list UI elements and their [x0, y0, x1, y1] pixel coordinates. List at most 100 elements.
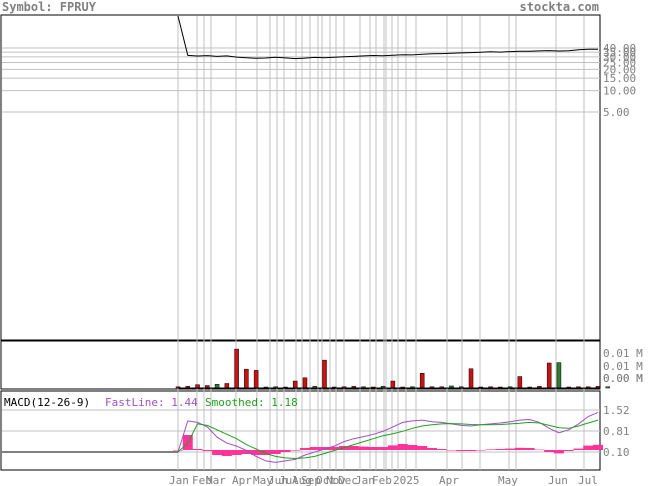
- x-tick-label: Jan: [355, 474, 375, 486]
- macd-histogram-bar: [475, 450, 486, 451]
- x-tick-label: Aug: [292, 474, 312, 486]
- macd-tick-label: 1.52: [603, 404, 630, 417]
- volume-bar: [234, 348, 239, 389]
- macd-histogram-bar: [583, 445, 594, 450]
- price-tick-label: 20.00: [603, 63, 636, 76]
- vertical-grid: [177, 16, 585, 470]
- price-layer: [177, 15, 599, 60]
- macd-histogram-bar: [387, 445, 398, 450]
- x-tick-label: May: [498, 474, 518, 486]
- macd-tick-label: 0.81: [603, 425, 630, 438]
- macd-histogram-bar: [407, 445, 418, 450]
- macd-histogram-bar: [260, 450, 271, 455]
- x-tick-label: Jun: [548, 474, 568, 486]
- volume-tick-label: 0.01 M: [603, 360, 643, 373]
- macd-fast-line: [177, 411, 599, 463]
- macd-histogram-bar: [202, 450, 213, 451]
- volume-tick-label: 0.00 M: [603, 372, 643, 385]
- x-tick-label: Apr: [439, 474, 459, 486]
- macd-histogram-bar: [309, 447, 320, 450]
- macd-histogram-bar: [358, 446, 369, 450]
- price-tick-label: 5.00: [603, 106, 630, 119]
- volume-bar: [292, 380, 298, 389]
- volume-bar: [214, 384, 220, 389]
- macd-histogram-bar: [534, 449, 545, 451]
- macd-name: MACD(12-26-9): [4, 396, 90, 409]
- volume-bar: [322, 359, 327, 389]
- volume-tick-label: 0.01 M: [603, 347, 643, 360]
- x-tick-label: Jun: [268, 474, 288, 486]
- macd-histogram-bar: [212, 450, 223, 455]
- x-tick-label: 2025: [393, 474, 420, 486]
- macd-histogram-bar: [251, 450, 262, 455]
- macd-histogram-bar: [553, 450, 564, 454]
- x-tick-label: May: [253, 474, 273, 486]
- macd-histogram-bar: [524, 448, 535, 450]
- macd-histogram-bar: [329, 447, 340, 450]
- x-tick-label: Dec: [338, 474, 358, 486]
- macd-histogram-bar: [417, 446, 428, 450]
- volume-bar: [556, 362, 562, 389]
- volume-bar: [224, 383, 230, 389]
- price-tick-label: 25.00: [603, 56, 636, 69]
- volume-bar: [468, 368, 474, 389]
- macd-layer: [2, 411, 603, 463]
- volume-bar: [302, 377, 308, 389]
- macd-histogram-bar: [348, 446, 359, 450]
- macd-histogram-bar: [173, 450, 183, 451]
- macd-histogram-bar: [456, 450, 467, 451]
- volume-bar: [517, 376, 523, 389]
- volume-layer: [175, 348, 611, 389]
- volume-bar: [419, 373, 425, 389]
- volume-bar: [253, 370, 259, 389]
- macd-histogram-bar: [378, 447, 389, 450]
- macd-histogram-bar: [446, 450, 457, 451]
- macd-histogram-bar: [231, 450, 242, 455]
- macd-smoothed-line: [177, 419, 599, 460]
- macd-histogram-bar: [270, 450, 281, 454]
- macd-histogram-bar: [299, 448, 310, 450]
- macd-histogram-bar: [505, 448, 516, 450]
- x-tick-label: Jul: [279, 474, 299, 486]
- macd-histogram-bar: [485, 449, 496, 450]
- macd-fast-label: FastLine: 1.44: [105, 396, 198, 409]
- site-label[interactable]: stockta.com: [519, 0, 599, 14]
- macd-histogram-bar: [573, 448, 584, 450]
- macd-histogram-bar: [563, 450, 574, 451]
- volume-bar: [390, 380, 396, 389]
- price-tick-label: 30.00: [603, 51, 636, 64]
- volume-bar: [244, 368, 249, 389]
- price-tick-label: 15.00: [603, 72, 636, 85]
- x-tick-label: Feb: [372, 474, 392, 486]
- macd-histogram-bar: [397, 444, 408, 450]
- volume-panel: [0, 340, 601, 390]
- volume-bar: [546, 362, 552, 389]
- x-tick-label: Nov: [326, 474, 346, 486]
- price-line: [177, 15, 599, 60]
- macd-histogram-bar: [544, 450, 555, 452]
- price-tick-label: 40.00: [603, 42, 636, 55]
- x-tick-label: Mar: [206, 474, 226, 486]
- macd-histogram-bar: [436, 449, 447, 450]
- volume-tick-label: 0.00 M: [603, 372, 643, 385]
- x-tick-label: Oct: [316, 474, 336, 486]
- symbol-label: Symbol: FPRUY: [2, 0, 96, 14]
- x-tick-label: Jan: [169, 474, 189, 486]
- macd-histogram-bar: [593, 444, 603, 450]
- price-tick-label: 35.00: [603, 46, 636, 59]
- macd-histogram-bar: [495, 449, 506, 450]
- macd-histogram-bar: [221, 450, 232, 456]
- x-tick-label: Feb: [192, 474, 212, 486]
- x-tick-label: Sep: [301, 474, 321, 486]
- x-tick-label: Apr: [232, 474, 252, 486]
- macd-histogram-bar: [280, 450, 291, 452]
- macd-smooth-label: Smoothed: 1.18: [205, 396, 298, 409]
- macd-histogram-bar: [192, 449, 203, 450]
- volume-bar: [605, 386, 611, 389]
- macd-histogram-bar: [426, 448, 437, 450]
- macd-histogram-bar: [466, 450, 477, 451]
- macd-histogram-bar: [368, 447, 379, 450]
